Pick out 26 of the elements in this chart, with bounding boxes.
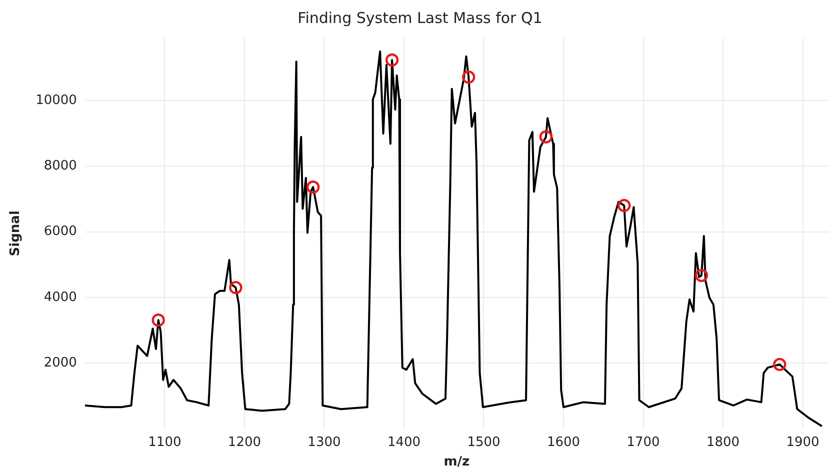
x-tick-label: 1600 <box>546 434 580 450</box>
y-tick-label: 8000 <box>44 158 77 174</box>
x-tick-label: 1200 <box>228 434 262 450</box>
chart-title: Finding System Last Mass for Q1 <box>298 8 542 27</box>
point <box>618 198 631 212</box>
x-tick-label: 1800 <box>706 434 740 450</box>
y-tick-label: 6000 <box>44 224 77 240</box>
point <box>694 268 708 282</box>
point <box>773 358 786 372</box>
y-tick-label: 10000 <box>36 92 77 108</box>
x-tick-label: 1900 <box>786 434 820 450</box>
x-tick-label: 1500 <box>467 434 500 450</box>
x-tick-label: 1700 <box>626 434 660 450</box>
y-tick-label: 2000 <box>44 355 77 370</box>
x-tick-label: 1100 <box>148 434 182 450</box>
point <box>462 70 476 84</box>
y-axis-title: Signal <box>8 210 24 256</box>
x-tick-label: 1400 <box>387 434 421 450</box>
x-tick-label: 1300 <box>308 434 341 450</box>
y-tick-label: 4000 <box>44 290 77 305</box>
point <box>152 314 165 327</box>
point <box>306 180 320 194</box>
point <box>385 53 399 67</box>
point <box>229 280 242 294</box>
point <box>539 130 553 144</box>
x-axis-title: m/z <box>444 454 470 470</box>
